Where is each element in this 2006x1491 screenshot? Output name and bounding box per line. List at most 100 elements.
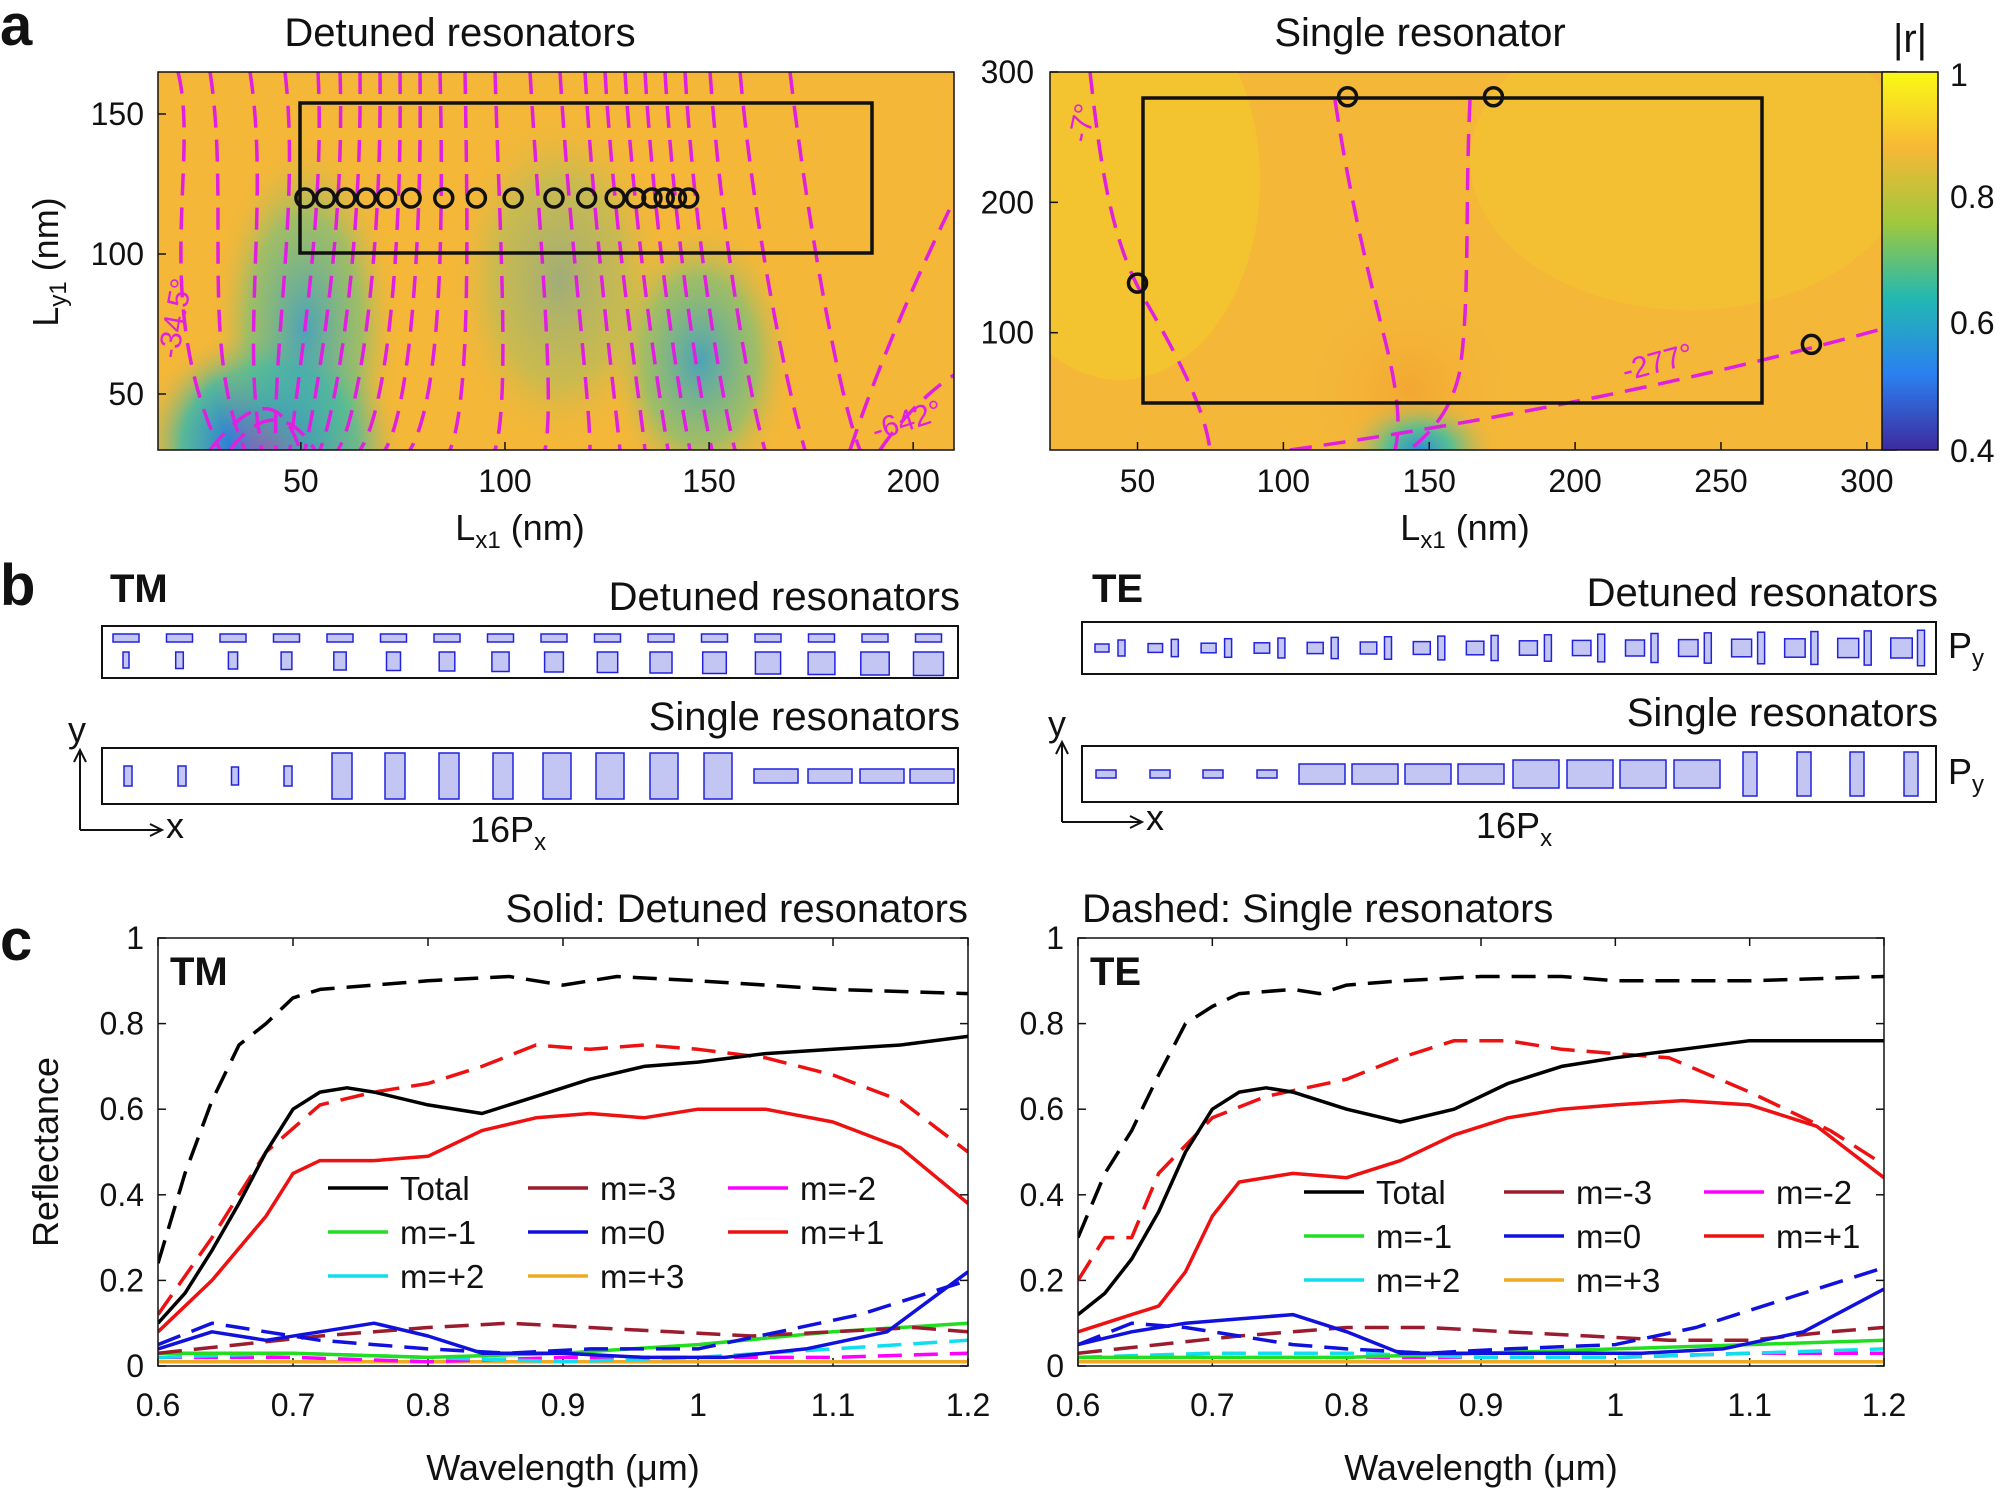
plot-tm-legend-label: m=0 bbox=[600, 1214, 665, 1251]
tm-detuned-upper-block bbox=[433, 633, 461, 643]
te-detuned-left-block bbox=[1783, 638, 1806, 658]
tm-detuned-upper-block bbox=[165, 633, 194, 643]
tm-detuned-lower-block bbox=[860, 651, 890, 676]
plot-te-ytick-label: 0.8 bbox=[1020, 1006, 1064, 1042]
tm-detuned-upper-block bbox=[754, 633, 782, 643]
period-label-tm: 16Px bbox=[470, 809, 546, 856]
tm-detuned-lower-block bbox=[491, 651, 510, 673]
plot-tm-legend: Total m=-3 m=-2 m=-1 m=0 m=+1 m=+2 m=+3 bbox=[328, 1170, 884, 1295]
heatmap-left-axes: 50 100 150 200 50 100 150 bbox=[91, 96, 940, 499]
heatmap-right-ytick-label: 200 bbox=[981, 184, 1034, 220]
te-single-resonators bbox=[1095, 751, 1919, 797]
tm-single-title: Single resonators bbox=[649, 695, 960, 739]
tm-single-block bbox=[595, 752, 625, 800]
plot-tm-series-line bbox=[158, 1338, 968, 1364]
plot-te-xtick-label: 1.2 bbox=[1862, 1387, 1906, 1423]
heatmap-left-marker bbox=[375, 187, 398, 209]
tm-single-block bbox=[542, 752, 572, 800]
heatmap-left-marker bbox=[432, 187, 455, 209]
tm-detuned-resonators bbox=[112, 633, 945, 677]
plot-tm-xtick-label: 1.1 bbox=[811, 1387, 855, 1423]
tm-detuned-title: Detuned resonators bbox=[609, 575, 960, 619]
plot-te-series-line bbox=[1078, 1347, 1884, 1360]
tm-single-block bbox=[177, 765, 187, 787]
te-single-block bbox=[1566, 759, 1614, 789]
te-detuned-right-block bbox=[1490, 634, 1499, 662]
heatmap-left-frame bbox=[157, 71, 955, 451]
py-label-detuned-main: P bbox=[1948, 625, 1972, 666]
plot-tm-xlabel: Wavelength (μm) bbox=[426, 1447, 699, 1488]
heatmap-right-xlabel-main: L bbox=[1400, 507, 1420, 548]
te-detuned-right-block bbox=[1437, 635, 1446, 661]
plot-te-ytick-label: 0.6 bbox=[1020, 1091, 1064, 1127]
heatmap-right-xtick-label: 50 bbox=[1120, 463, 1156, 499]
heatmap-left-marker bbox=[355, 187, 377, 209]
heatmap-right-ytick-label: 100 bbox=[981, 315, 1034, 351]
py-label-single: Py bbox=[1948, 751, 1984, 798]
colorbar-label: |r| bbox=[1893, 17, 1927, 61]
heatmap-right-yellow-2 bbox=[1470, 72, 1896, 310]
tm-single-block bbox=[859, 768, 905, 784]
plot-te-legend-label: Total bbox=[1376, 1174, 1446, 1211]
tm-detuned-upper-block bbox=[861, 633, 889, 643]
heatmap-left-xtick-label: 150 bbox=[682, 463, 735, 499]
plot-tm-lines bbox=[158, 974, 968, 1364]
heatmap-left-xlabel-unit: (nm) bbox=[501, 507, 585, 548]
plot-tm-xtick-label: 0.7 bbox=[271, 1387, 315, 1423]
te-detuned-left-block bbox=[1890, 637, 1913, 659]
te-detuned-title: Detuned resonators bbox=[1587, 571, 1938, 615]
te-single-block bbox=[1673, 759, 1721, 789]
heatmap-left-marker bbox=[677, 187, 700, 209]
te-single-title: Single resonators bbox=[1627, 691, 1938, 735]
plot-te-xtick-label: 0.7 bbox=[1190, 1387, 1234, 1423]
colorbar-tick-0.4: 0.4 bbox=[1950, 433, 1994, 469]
colorbar-tick-1: 1 bbox=[1950, 57, 1968, 93]
tm-detuned-lower-block bbox=[333, 651, 347, 671]
te-single-block bbox=[1512, 759, 1560, 789]
plot-te-xtick-label: 0.6 bbox=[1056, 1387, 1100, 1423]
te-detuned-left-block bbox=[1359, 641, 1378, 655]
plot-tm-xtick-label: 1.2 bbox=[946, 1387, 990, 1423]
tm-detuned-upper-block bbox=[593, 633, 622, 643]
plot-te-tag: TE bbox=[1090, 950, 1141, 994]
heatmap-left-marker bbox=[314, 187, 337, 209]
te-detuned-right-block bbox=[1117, 639, 1126, 657]
heatmap-left-marker bbox=[335, 187, 357, 209]
plot-te-series-line bbox=[1078, 1038, 1884, 1316]
plot-tm-series-line bbox=[158, 1034, 968, 1325]
heatmap-left-marker bbox=[604, 187, 626, 209]
panel-label-c: c bbox=[0, 908, 32, 973]
plot-te-series-line bbox=[1078, 1098, 1884, 1334]
plot-tm-xtick-label: 1 bbox=[689, 1387, 707, 1423]
tm-single-block bbox=[283, 765, 293, 787]
plot-te-xtick-label: 0.9 bbox=[1459, 1387, 1503, 1423]
heatmap-left-ylabel-unit: (nm) bbox=[25, 197, 66, 281]
plot-te-legend-label: m=-1 bbox=[1376, 1218, 1452, 1255]
heatmap-right-marker bbox=[1336, 86, 1359, 108]
plot-tm-axes: 0 0.2 0.4 0.6 0.8 1 0.6 0.7 0.8 0.9 1 1.1 1.2 bbox=[100, 920, 991, 1423]
heatmap-left-marker bbox=[641, 187, 663, 209]
plot-te-xlabel: Wavelength (μm) bbox=[1344, 1447, 1617, 1488]
markers-right bbox=[1126, 86, 1823, 356]
colorbar-tick-0.8: 0.8 bbox=[1950, 179, 1994, 215]
axis-y-tm: y bbox=[68, 709, 86, 750]
heatmap-left-xlabel-sub: x1 bbox=[475, 527, 500, 554]
tm-detuned-upper-block bbox=[647, 633, 675, 643]
plot-tm-series-line bbox=[158, 974, 968, 1264]
heatmap-right-xtick-label: 100 bbox=[1257, 463, 1310, 499]
te-detuned-left-block bbox=[1200, 642, 1217, 654]
heatmap-left-marker bbox=[575, 187, 598, 209]
tm-detuned-lower-block bbox=[280, 651, 293, 671]
plot-te-series-line bbox=[1078, 1287, 1884, 1355]
plot-tm-series-line bbox=[158, 1351, 968, 1364]
panel-c-right-title: Dashed: Single resonators bbox=[1082, 887, 1553, 931]
heatmap-left-ylabel-sub: y1 bbox=[45, 281, 72, 306]
te-single-block bbox=[1619, 759, 1667, 789]
heatmap-left-ytick-label: 150 bbox=[91, 96, 144, 132]
te-detuned-left-block bbox=[1677, 638, 1699, 658]
tm-single-block bbox=[807, 768, 853, 784]
period-label-te: 16Px bbox=[1476, 805, 1552, 852]
plot-tm-ytick-label: 0.8 bbox=[100, 1006, 144, 1042]
heatmap-left-xlabel-main: L bbox=[455, 507, 475, 548]
